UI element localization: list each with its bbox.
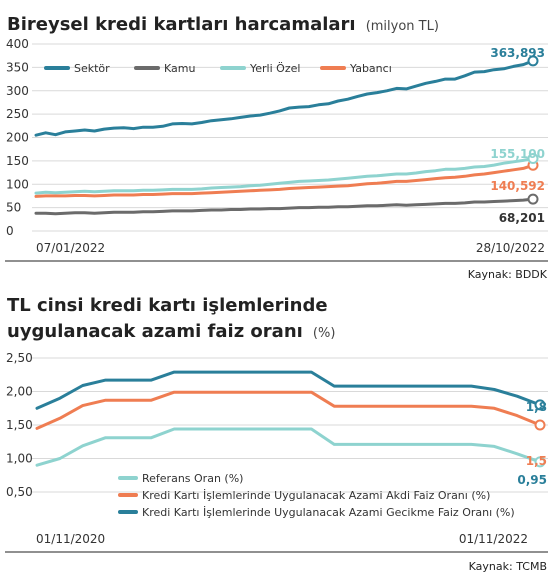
chart1-title: Bireysel kredi kartları harcamaları (mil… <box>7 14 439 35</box>
chart2-gridlines <box>32 357 548 493</box>
y-tick-label-0: 0,50 <box>6 485 33 499</box>
y-tick-label-8: 400 <box>6 37 29 51</box>
chart2-source: Kaynak: TCMB <box>469 560 547 573</box>
y-tick-label-2: 1,50 <box>6 418 33 432</box>
chart2-end-label-gecikme: 1,8 <box>526 400 547 414</box>
y-tick-label-0: 0 <box>6 224 14 238</box>
chart2-end-markers <box>534 399 546 468</box>
series-line-0 <box>35 427 542 467</box>
series-line-1 <box>35 390 542 430</box>
chart1-end-label-kamu: 68,201 <box>499 211 545 225</box>
chart2: TL cinsi kredi kartı işlemlerinde uygula… <box>5 295 548 573</box>
chart2-title-line2-main: uygulanacak azami faiz oranı <box>7 321 303 342</box>
series-end-marker-0 <box>534 456 546 468</box>
legend-label-gecikme: Kredi Kartı İşlemlerinde Uygulanacak Aza… <box>142 506 515 519</box>
chart1-gridlines <box>32 43 548 232</box>
chart1-legend: Sektör Kamu Yerli Özel Yabancı <box>44 62 392 75</box>
legend-label-referans: Referans Oran (%) <box>142 472 243 485</box>
chart1-end-label-sektor: 363,893 <box>490 46 545 60</box>
chart2-legend: Referans Oran (%) Kredi Kartı İşlemlerin… <box>118 472 515 519</box>
y-tick-label-4: 2,50 <box>6 351 33 365</box>
y-tick-label-1: 50 <box>6 201 21 215</box>
legend-label-sektor: Sektör <box>74 62 110 75</box>
legend-label-yabanci: Yabancı <box>349 62 392 75</box>
chart1-y-tick-labels: 0 50 100 150 200 250 300 350 400 <box>6 37 29 238</box>
chart2-x-tick-start: 01/11/2020 <box>36 532 105 546</box>
y-tick-label-4: 200 <box>6 131 29 145</box>
chart1-end-markers <box>527 55 539 205</box>
y-tick-label-5: 250 <box>6 107 29 121</box>
y-tick-label-6: 300 <box>6 84 29 98</box>
legend-label-yerli-ozel: Yerli Özel <box>249 62 300 75</box>
chart1-title-unit: (milyon TL) <box>366 19 439 34</box>
chart1-x-tick-end: 28/10/2022 <box>476 241 545 255</box>
series-end-marker-1 <box>534 419 546 431</box>
chart1-source: Kaynak: BDDK <box>468 268 548 281</box>
chart2-title-line1: TL cinsi kredi kartı işlemlerinde <box>7 295 328 316</box>
y-tick-label-3: 150 <box>6 154 29 168</box>
chart2-series-lines <box>35 370 542 467</box>
y-tick-label-3: 2,00 <box>6 385 33 399</box>
chart1-series-lines <box>34 59 535 216</box>
legend-label-kamu: Kamu <box>164 62 195 75</box>
series-line-3 <box>34 163 535 198</box>
chart2-end-label-akdi: 1,5 <box>526 454 547 468</box>
series-end-marker-0 <box>527 55 539 67</box>
series-end-marker-1 <box>527 193 539 205</box>
chart2-end-label-referans: 0,95 <box>517 473 547 487</box>
legend-label-akdi: Kredi Kartı İşlemlerinde Uygulanacak Aza… <box>142 489 490 502</box>
series-line-2 <box>35 370 542 410</box>
chart1-x-tick-start: 07/01/2022 <box>36 241 105 255</box>
series-line-1 <box>34 197 535 216</box>
chart1: Bireysel kredi kartları harcamaları (mil… <box>5 14 548 281</box>
series-line-2 <box>34 157 535 195</box>
chart2-x-tick-end: 01/11/2022 <box>459 532 528 546</box>
chart1-title-main: Bireysel kredi kartları harcamaları <box>7 14 356 35</box>
chart2-title-unit: (%) <box>313 326 336 341</box>
series-end-marker-2 <box>534 399 546 411</box>
series-line-0 <box>34 59 535 137</box>
chart2-y-tick-labels: 0,50 1,00 1,50 2,00 2,50 <box>6 351 33 499</box>
chart2-title-line2: uygulanacak azami faiz oranı (%) <box>7 321 335 342</box>
y-tick-label-1: 1,00 <box>6 452 33 466</box>
series-end-marker-2 <box>527 152 539 164</box>
chart1-end-label-yabanci: 140,592 <box>490 179 545 193</box>
chart1-end-label-yerli-ozel: 155,100 <box>490 147 545 161</box>
y-tick-label-7: 350 <box>6 60 29 74</box>
y-tick-label-2: 100 <box>6 177 29 191</box>
